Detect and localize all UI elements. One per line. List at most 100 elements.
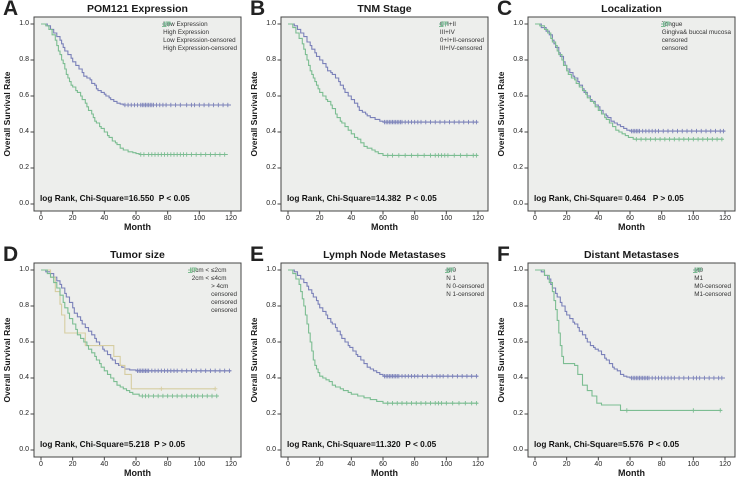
y-axis-label: Overall Survival Rate: [496, 71, 506, 157]
legend-row: > 4cm: [187, 267, 237, 290]
y-tick-label: 0.4: [513, 374, 523, 381]
censor-marks-n1: [385, 401, 479, 406]
censor-marks-gingiva-buccal-mucosa: [634, 137, 725, 142]
x-tick-label: 40: [347, 461, 356, 468]
legend-row: III+IV: [438, 21, 484, 36]
survival-plot-D: [30, 262, 242, 461]
y-tick-label: 0.6: [513, 92, 523, 99]
x-tick-label: 40: [594, 215, 603, 222]
x-tick-label: 0: [39, 215, 43, 222]
legend-label: censored: [661, 36, 688, 44]
y-tick-label: 0.2: [266, 164, 276, 171]
legend-label: censored: [211, 290, 237, 298]
x-tick-label: 120: [472, 461, 484, 468]
legend-label: Low Expression-censored: [163, 36, 236, 44]
censor-plus-icon: [188, 267, 199, 273]
survival-curve-m0: [535, 269, 725, 379]
y-tick-label: 0.8: [513, 56, 523, 63]
legend-label: censored: [661, 44, 688, 52]
y-tick-label: 0.6: [266, 338, 276, 345]
y-tick-label: 0.2: [513, 164, 523, 171]
y-tick-label: 1.0: [19, 20, 29, 27]
legend-label: 0+I+II-censored: [439, 36, 484, 44]
y-tick-label: 0.0: [19, 200, 29, 207]
x-tick-label: 120: [225, 461, 237, 468]
censor-marks-n0: [382, 374, 479, 379]
legend-row: 0+I+II-censored: [438, 21, 484, 44]
panel-title: Distant Metastases: [583, 249, 680, 261]
survival-curve-low-expression: [41, 23, 231, 106]
panel-D: D Tumor size Overall Survival Rate Month 1.0…: [0, 243, 247, 492]
censor-marks-size-2-4cm: [159, 386, 218, 391]
survival-curve-stage-0-1-2: [288, 23, 478, 123]
censor-plus-icon: [660, 21, 671, 27]
survival-curve-n0: [288, 269, 478, 377]
survival-curve-stage-3-4: [288, 23, 478, 156]
survival-curve-gingiva-buccal-mucosa: [535, 23, 724, 140]
panel-letter-A: A: [3, 0, 19, 20]
x-tick-label: 20: [562, 461, 571, 468]
legend-row: Gingiva& buccal mucosa: [660, 21, 731, 36]
censor-marks-size-0-2cm: [135, 368, 232, 373]
y-tick-label: 1.0: [266, 266, 276, 273]
y-tick-label: 0.0: [266, 446, 276, 453]
x-tick-label: 100: [687, 461, 700, 468]
censor-marks-high-expression: [138, 152, 227, 157]
y-tick-label: 1.0: [513, 20, 523, 27]
panel-letter-C: C: [497, 0, 513, 20]
survival-curve-size-over-4cm: [41, 269, 219, 397]
y-axis-label: Overall Survival Rate: [2, 71, 12, 157]
legend-label: High Expression: [163, 28, 209, 36]
censor-plus-icon: [445, 267, 456, 273]
y-tick-label: 1.0: [513, 266, 523, 273]
legend-row: M0-censored: [692, 267, 731, 290]
x-tick-label: 120: [719, 215, 731, 222]
survival-curve-size-2-4cm: [41, 269, 216, 390]
panel-title: Tumor size: [110, 249, 165, 261]
censor-plus-icon: [693, 267, 704, 273]
y-axis-label: Overall Survival Rate: [249, 317, 259, 403]
x-tick-label: 40: [347, 215, 356, 222]
x-tick-label: 40: [100, 215, 109, 222]
x-tick-label: 100: [193, 215, 206, 222]
legend-row: M1-censored: [692, 267, 731, 298]
censor-marks-low-expression: [122, 102, 231, 108]
x-tick-label: 80: [410, 215, 419, 222]
x-axis-label: Month: [618, 222, 645, 232]
censor-marks-m0: [629, 375, 725, 381]
x-tick-label: 60: [626, 215, 634, 222]
survival-curve-size-0-2cm: [41, 269, 231, 372]
x-tick-label: 40: [100, 461, 109, 468]
censor-marks-m1: [624, 408, 723, 413]
legend-label: censored: [211, 306, 237, 314]
x-tick-label: 0: [286, 215, 290, 222]
panel-B: B TNM Stage Overall Survival Rate Month 1.0 0…: [247, 0, 494, 246]
y-tick-label: 0.6: [19, 92, 29, 99]
x-tick-label: 40: [594, 461, 603, 468]
censor-plus-icon: [162, 21, 173, 27]
panel-letter-F: F: [497, 243, 510, 266]
survival-curve-n1: [288, 269, 478, 404]
y-tick-label: 0.4: [19, 128, 29, 135]
y-tick-label: 0.8: [513, 302, 523, 309]
x-tick-label: 20: [68, 215, 77, 222]
y-tick-label: 0.0: [19, 446, 29, 453]
y-tick-label: 0.6: [513, 338, 523, 345]
x-tick-label: 60: [132, 461, 140, 468]
y-tick-label: 0.2: [19, 410, 29, 417]
legend-label: ≤2cm: [211, 266, 227, 274]
legend-label: M1: [694, 274, 703, 282]
legend-row: censored: [660, 21, 731, 44]
legend-row: N 1-censored: [444, 267, 484, 298]
legend-row: N 0-censored: [444, 267, 484, 290]
legend: 0cm < ≤2cm 2cm < ≤4cm > 4cm censored censored c…: [187, 266, 237, 314]
y-tick-label: 0.2: [19, 164, 29, 171]
censor-plus-icon: [438, 21, 449, 27]
y-axis-label: Overall Survival Rate: [496, 317, 506, 403]
y-tick-label: 0.8: [266, 56, 276, 63]
panel-letter-D: D: [3, 243, 19, 266]
legend-row: N 1: [444, 267, 484, 282]
panel-letter-E: E: [250, 243, 265, 266]
log-rank-stat: log Rank, Chi-Square= 0.464 P > 0.05: [534, 193, 684, 203]
